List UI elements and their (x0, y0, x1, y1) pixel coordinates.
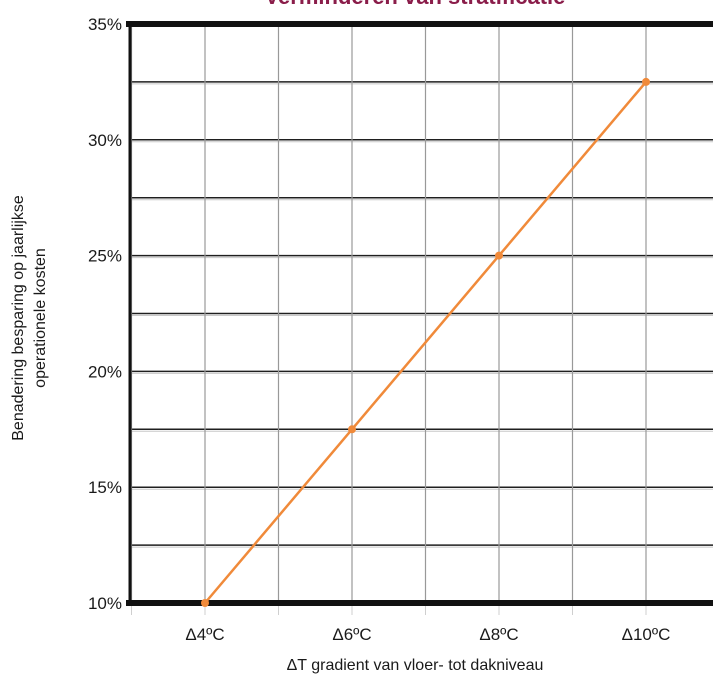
y-tick-label: 25% (88, 247, 122, 266)
y-tick-label: 20% (88, 362, 122, 381)
data-point (642, 77, 650, 86)
y-tick-label: 10% (88, 594, 122, 613)
y-tick-label: 35% (88, 15, 122, 34)
x-tick-label: Δ6ºC (332, 625, 371, 644)
grid-layer (130, 24, 713, 615)
x-tick-label: Δ4ºC (185, 625, 224, 644)
y-tick-label: 15% (88, 478, 122, 497)
series-line (204, 81, 647, 604)
label-layer: Verminderen van stratificatie ΔT gradien… (10, 0, 670, 674)
frame-layer (126, 21, 713, 606)
x-tick-label: Δ8ºC (479, 625, 518, 644)
x-tick-label: Δ10ºC (622, 625, 671, 644)
x-axis-title: ΔT gradient van vloer- tot dakniveau (287, 657, 544, 674)
y-axis-title-line-1: Benadering besparing op jaarlijkse (10, 195, 27, 441)
chart-title: Verminderen van stratificatie (265, 0, 566, 9)
data-point (348, 425, 356, 434)
y-axis-title-line-2: operationele kosten (32, 248, 49, 388)
data-point (495, 251, 503, 260)
series-layer (201, 77, 650, 607)
data-point (201, 599, 209, 607)
y-tick-label: 30% (88, 131, 122, 150)
